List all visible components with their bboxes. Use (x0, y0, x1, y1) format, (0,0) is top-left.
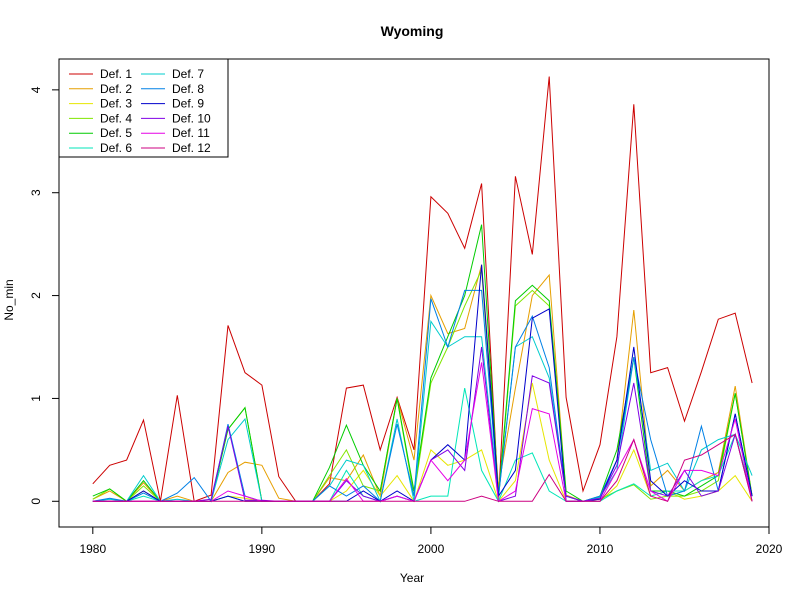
series-line-def-10 (92, 346, 753, 502)
series-line-def-12 (92, 433, 753, 502)
legend-label: Def. 8 (172, 82, 204, 96)
legend-label: Def. 10 (172, 111, 211, 125)
y-tick-label: 1 (29, 395, 43, 402)
legend-label: Def. 12 (172, 141, 211, 155)
x-axis-label: Year (400, 571, 424, 585)
legend-label: Def. 9 (172, 97, 204, 111)
y-tick-label: 3 (29, 189, 43, 196)
series-line-def-1 (92, 76, 753, 502)
y-tick-label: 4 (29, 86, 43, 93)
series-line-def-5 (92, 224, 753, 502)
legend-label: Def. 6 (100, 141, 132, 155)
x-tick-label: 2010 (587, 542, 614, 556)
legend-label: Def. 2 (100, 82, 132, 96)
series-line-def-9 (92, 264, 753, 503)
x-tick-label: 2020 (756, 542, 783, 556)
legend-label: Def. 11 (172, 126, 210, 140)
series-lines (92, 76, 753, 503)
chart-title: Wyoming (381, 23, 444, 39)
legend-label: Def. 3 (100, 97, 132, 111)
legend-label: Def. 1 (100, 67, 132, 81)
legend-label: Def. 4 (100, 111, 132, 125)
y-tick-label: 2 (29, 292, 43, 299)
y-tick-label: 0 (29, 498, 43, 505)
x-tick-label: 1980 (79, 542, 106, 556)
legend-label: Def. 5 (100, 126, 132, 140)
x-tick-label: 2000 (418, 542, 445, 556)
y-axis: 0 1 2 3 4 (29, 86, 60, 505)
x-axis: 1980 1990 2000 2010 2020 (79, 526, 783, 556)
legend-box (58, 58, 229, 158)
legend-label: Def. 7 (172, 67, 204, 81)
y-axis-label: No_min (2, 279, 16, 320)
series-line-def-4 (92, 267, 753, 502)
series-line-def-8 (92, 289, 753, 503)
series-line-def-2 (92, 264, 753, 502)
x-tick-label: 1990 (249, 542, 276, 556)
